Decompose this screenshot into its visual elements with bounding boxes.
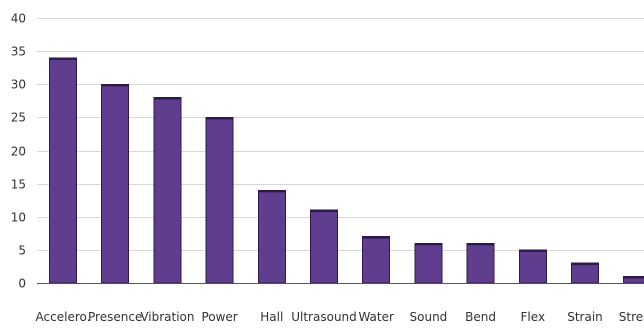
bar-top-cap (414, 243, 442, 246)
bar-ultrasound (310, 209, 338, 284)
bar-top-cap (467, 243, 495, 246)
bar-top-cap (310, 210, 338, 213)
bar-top-cap (206, 117, 234, 120)
x-tick-label: Water (358, 310, 394, 324)
x-tick-label: Power (201, 310, 237, 324)
bar-top-cap (153, 97, 181, 100)
x-tick-label: Hall (260, 310, 283, 324)
bar-top-cap (258, 190, 286, 193)
bar-bend (466, 242, 495, 284)
bar-top-cap (519, 249, 547, 252)
grid-lines (37, 18, 644, 284)
x-tick-label: Vibration (140, 310, 194, 324)
bar-power (205, 116, 234, 284)
bar-vibration (153, 97, 182, 284)
bar-flex (518, 249, 547, 284)
bars (49, 57, 644, 284)
bar-top-cap (362, 236, 390, 239)
bar-accelero (49, 57, 77, 284)
bar-hall (257, 189, 286, 284)
bar-top-cap (623, 276, 644, 279)
x-tick-label: Bend (465, 310, 496, 324)
y-tick-label: 10 (11, 211, 26, 225)
bar-top-cap (49, 57, 77, 60)
bar-top-cap (101, 84, 129, 87)
y-tick-label: 5 (18, 244, 26, 258)
y-tick-label: 20 (11, 145, 26, 159)
x-tick-label: Presence (88, 310, 142, 324)
y-axis-ticks: 0 5 10 15 20 25 30 35 40 (11, 12, 26, 291)
x-tick-label: Flex (521, 310, 546, 324)
y-tick-label: 30 (11, 78, 26, 92)
y-tick-label: 0 (18, 277, 26, 291)
x-tick-label: Stress (619, 310, 644, 324)
y-tick-label: 25 (11, 111, 26, 125)
bar-sound (414, 242, 443, 284)
y-tick-label: 15 (11, 178, 26, 192)
x-tick-label: Sound (410, 310, 448, 324)
x-tick-label: Strain (567, 310, 603, 324)
y-tick-label: 40 (11, 12, 26, 26)
y-tick-label: 35 (11, 45, 26, 59)
bar-top-cap (571, 263, 599, 266)
bar-water (362, 236, 391, 284)
bar-strain (571, 262, 599, 284)
x-tick-label: Accelero. (36, 310, 91, 324)
x-tick-label: Ultrasound (291, 310, 357, 324)
bar-presence (101, 83, 130, 284)
